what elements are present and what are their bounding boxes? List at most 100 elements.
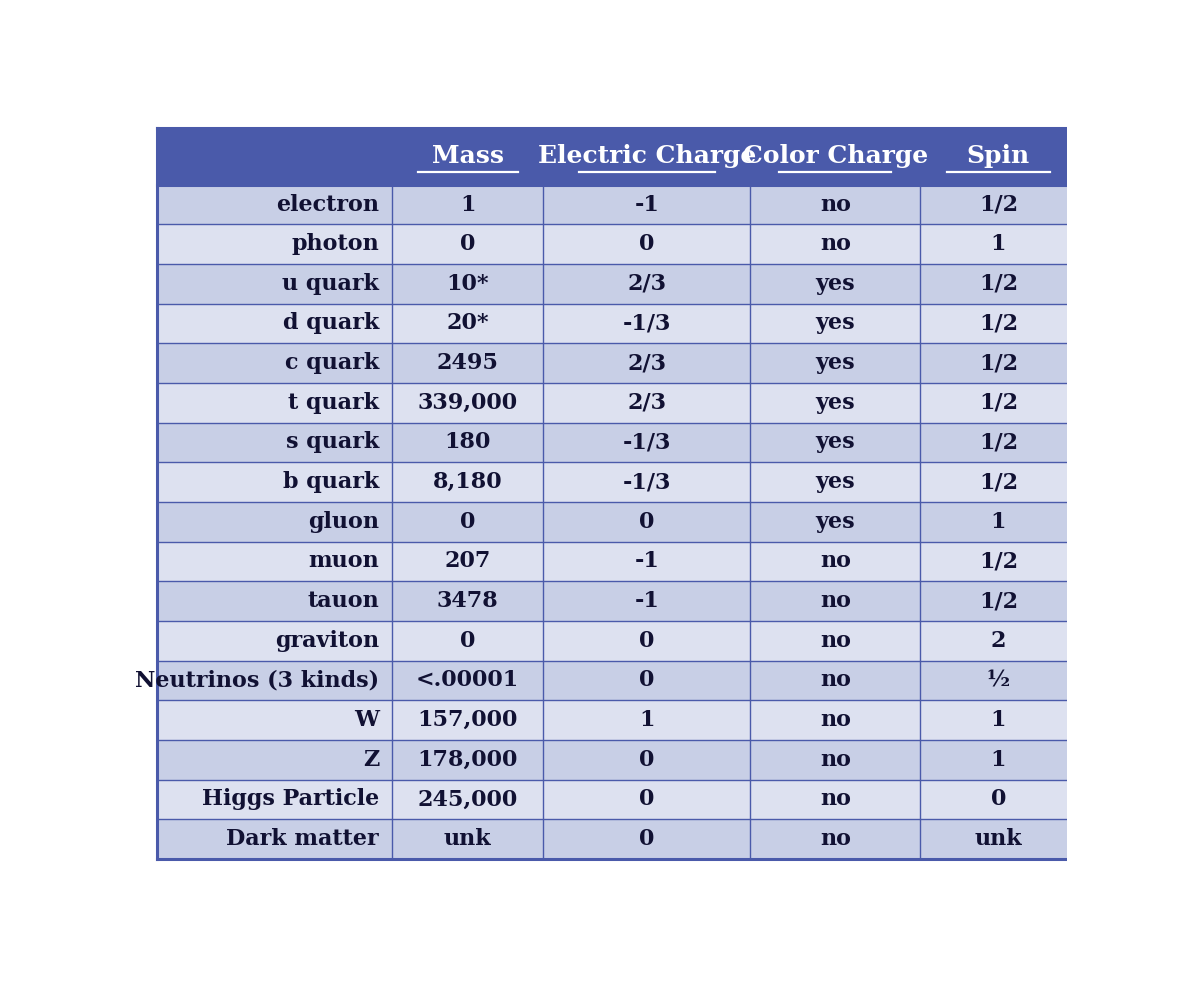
- Text: 0: 0: [639, 749, 655, 771]
- Bar: [158, 304, 1077, 343]
- Text: 1: 1: [990, 749, 1006, 771]
- Text: 1/2: 1/2: [978, 550, 1018, 572]
- Text: Neutrinos (3 kinds): Neutrinos (3 kinds): [135, 669, 380, 691]
- Text: Electric Charge: Electric Charge: [537, 144, 757, 168]
- Bar: [751, 128, 920, 185]
- Text: -1: -1: [635, 550, 659, 572]
- Text: no: no: [820, 194, 850, 216]
- Text: yes: yes: [816, 431, 855, 453]
- Text: 1/2: 1/2: [978, 352, 1018, 374]
- Text: gluon: gluon: [308, 511, 380, 533]
- Text: no: no: [820, 788, 850, 810]
- Text: ½: ½: [987, 669, 1010, 691]
- Text: u quark: u quark: [282, 273, 380, 295]
- Text: 1/2: 1/2: [978, 194, 1018, 216]
- Bar: [158, 542, 1077, 581]
- Text: yes: yes: [816, 312, 855, 334]
- Text: 0: 0: [460, 630, 476, 652]
- Text: 1/2: 1/2: [978, 431, 1018, 453]
- Text: 1/2: 1/2: [978, 392, 1018, 414]
- Bar: [158, 343, 1077, 383]
- Bar: [158, 502, 1077, 542]
- Bar: [158, 423, 1077, 462]
- Text: W: W: [353, 709, 380, 731]
- Text: no: no: [820, 590, 850, 612]
- Text: 1: 1: [990, 511, 1006, 533]
- Text: 1/2: 1/2: [978, 273, 1018, 295]
- Text: 245,000: 245,000: [417, 788, 518, 810]
- Text: -1: -1: [635, 590, 659, 612]
- Bar: [158, 128, 391, 185]
- Text: Dark matter: Dark matter: [227, 828, 380, 850]
- Text: b quark: b quark: [282, 471, 380, 493]
- Text: 0: 0: [639, 669, 655, 691]
- Bar: [391, 128, 543, 185]
- Text: no: no: [820, 749, 850, 771]
- Bar: [158, 462, 1077, 502]
- Text: electron: electron: [276, 194, 380, 216]
- Text: 0: 0: [639, 788, 655, 810]
- Text: -1/3: -1/3: [623, 431, 671, 453]
- Text: t quark: t quark: [288, 392, 380, 414]
- Text: 180: 180: [445, 431, 491, 453]
- Text: 2495: 2495: [436, 352, 498, 374]
- Text: yes: yes: [816, 392, 855, 414]
- Text: 20*: 20*: [446, 312, 489, 334]
- Text: d quark: d quark: [282, 312, 380, 334]
- Text: no: no: [820, 828, 850, 850]
- Text: 1: 1: [460, 194, 476, 216]
- Bar: [158, 581, 1077, 621]
- Bar: [158, 264, 1077, 304]
- Text: graviton: graviton: [275, 630, 380, 652]
- Bar: [158, 224, 1077, 264]
- Bar: [543, 128, 751, 185]
- Text: 0: 0: [639, 828, 655, 850]
- Text: no: no: [820, 669, 850, 691]
- Bar: [158, 740, 1077, 780]
- Text: 0: 0: [990, 788, 1006, 810]
- Text: 2/3: 2/3: [627, 352, 667, 374]
- Text: Z: Z: [363, 749, 380, 771]
- Text: 1: 1: [990, 709, 1006, 731]
- Text: <.00001: <.00001: [416, 669, 519, 691]
- Text: 1/2: 1/2: [978, 590, 1018, 612]
- Text: yes: yes: [816, 471, 855, 493]
- Text: unk: unk: [444, 828, 491, 850]
- Text: 339,000: 339,000: [417, 392, 518, 414]
- Text: yes: yes: [816, 352, 855, 374]
- Text: 3478: 3478: [436, 590, 498, 612]
- Bar: [158, 661, 1077, 700]
- Text: 2: 2: [990, 630, 1006, 652]
- Text: yes: yes: [816, 273, 855, 295]
- Text: no: no: [820, 550, 850, 572]
- Text: 10*: 10*: [446, 273, 489, 295]
- Text: 1/2: 1/2: [978, 471, 1018, 493]
- Text: yes: yes: [816, 511, 855, 533]
- Bar: [158, 700, 1077, 740]
- Text: 2/3: 2/3: [627, 392, 667, 414]
- Text: c quark: c quark: [285, 352, 380, 374]
- Text: tauon: tauon: [307, 590, 380, 612]
- Text: muon: muon: [308, 550, 380, 572]
- Text: 207: 207: [445, 550, 491, 572]
- Text: Higgs Particle: Higgs Particle: [202, 788, 380, 810]
- Text: 1/2: 1/2: [978, 312, 1018, 334]
- Bar: [920, 128, 1077, 185]
- Text: no: no: [820, 630, 850, 652]
- Text: 8,180: 8,180: [433, 471, 503, 493]
- Bar: [158, 780, 1077, 819]
- Text: Color Charge: Color Charge: [742, 144, 927, 168]
- Text: 0: 0: [460, 233, 476, 255]
- Text: -1/3: -1/3: [623, 471, 671, 493]
- Text: 1: 1: [639, 709, 655, 731]
- Text: -1: -1: [635, 194, 659, 216]
- Text: 0: 0: [639, 630, 655, 652]
- Bar: [158, 621, 1077, 661]
- Text: -1/3: -1/3: [623, 312, 671, 334]
- Bar: [158, 185, 1077, 224]
- Text: unk: unk: [975, 828, 1022, 850]
- Bar: [158, 383, 1077, 423]
- Text: 157,000: 157,000: [417, 709, 518, 731]
- Text: 2/3: 2/3: [627, 273, 667, 295]
- Text: Mass: Mass: [432, 144, 504, 168]
